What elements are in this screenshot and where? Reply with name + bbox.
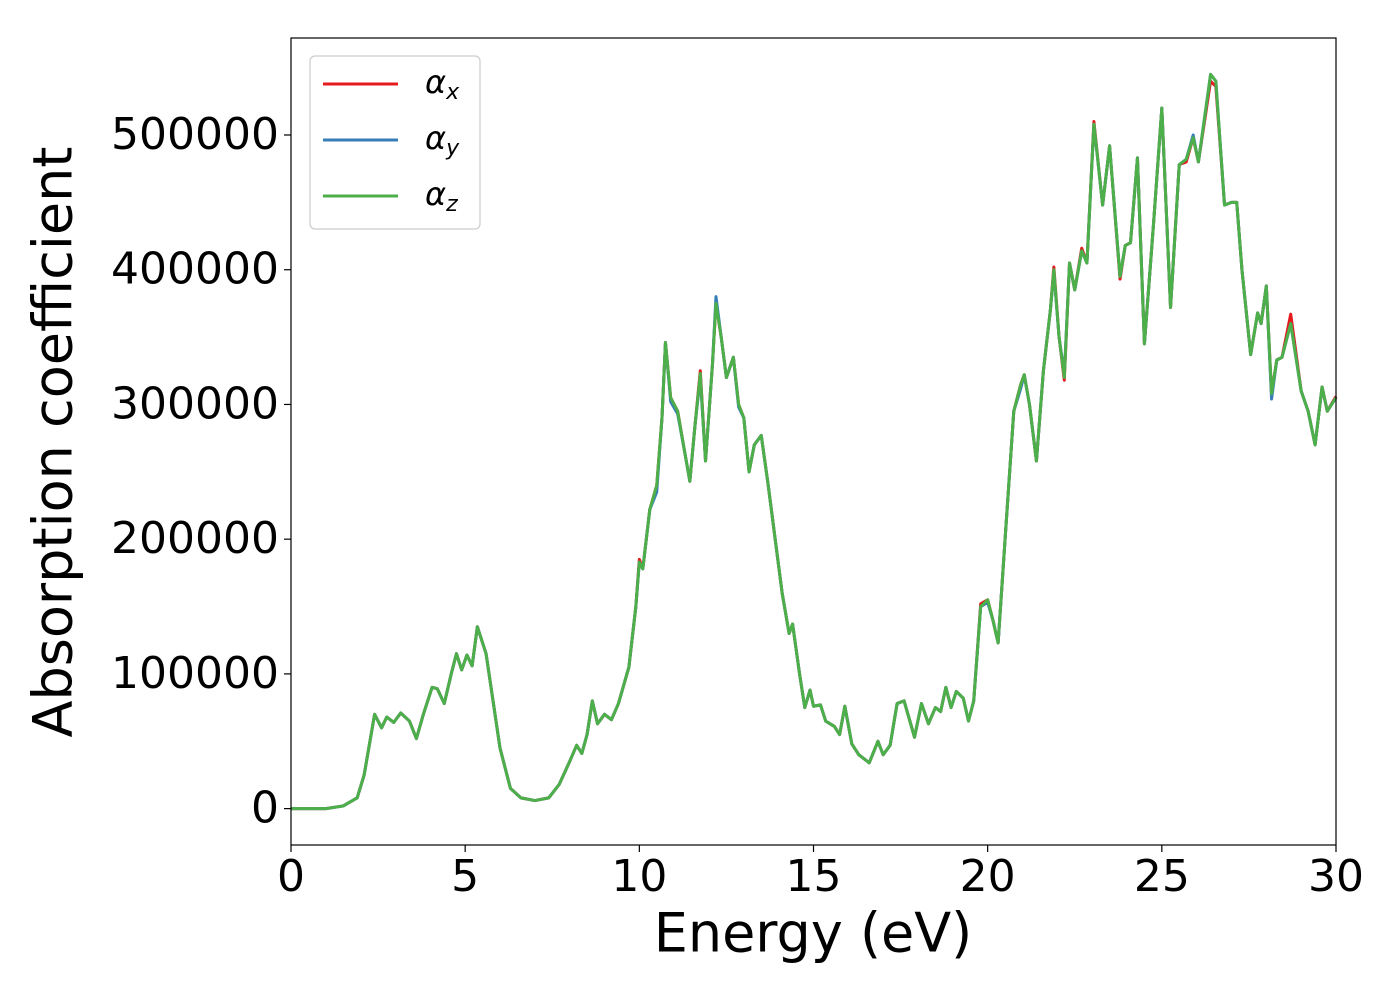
x-tick-label: 10 [611,851,667,902]
y-tick-label: 200000 [111,513,279,564]
x-tick-label: 0 [277,851,305,902]
x-tick-label: 25 [1134,851,1190,902]
legend-label: αz [425,175,458,217]
y-tick-label: 100000 [111,648,279,699]
x-tick-label: 15 [786,851,842,902]
y-tick-label: 500000 [111,109,279,160]
y-axis-label: Absorption coefficient [22,147,85,738]
y-tick-label: 400000 [111,244,279,295]
legend: αx αy αz [309,55,481,230]
legend-label: αy [425,119,460,161]
series-line [291,72,1338,811]
x-tick-label: 30 [1308,851,1364,902]
y-tick-label: 0 [251,783,279,834]
legend-box [309,55,481,230]
y-tick-label: 300000 [111,378,279,429]
x-tick-label: 5 [451,851,479,902]
x-tick-label: 20 [960,851,1016,902]
x-axis-label: Energy (eV) [654,902,973,965]
legend-label: αx [425,63,460,105]
